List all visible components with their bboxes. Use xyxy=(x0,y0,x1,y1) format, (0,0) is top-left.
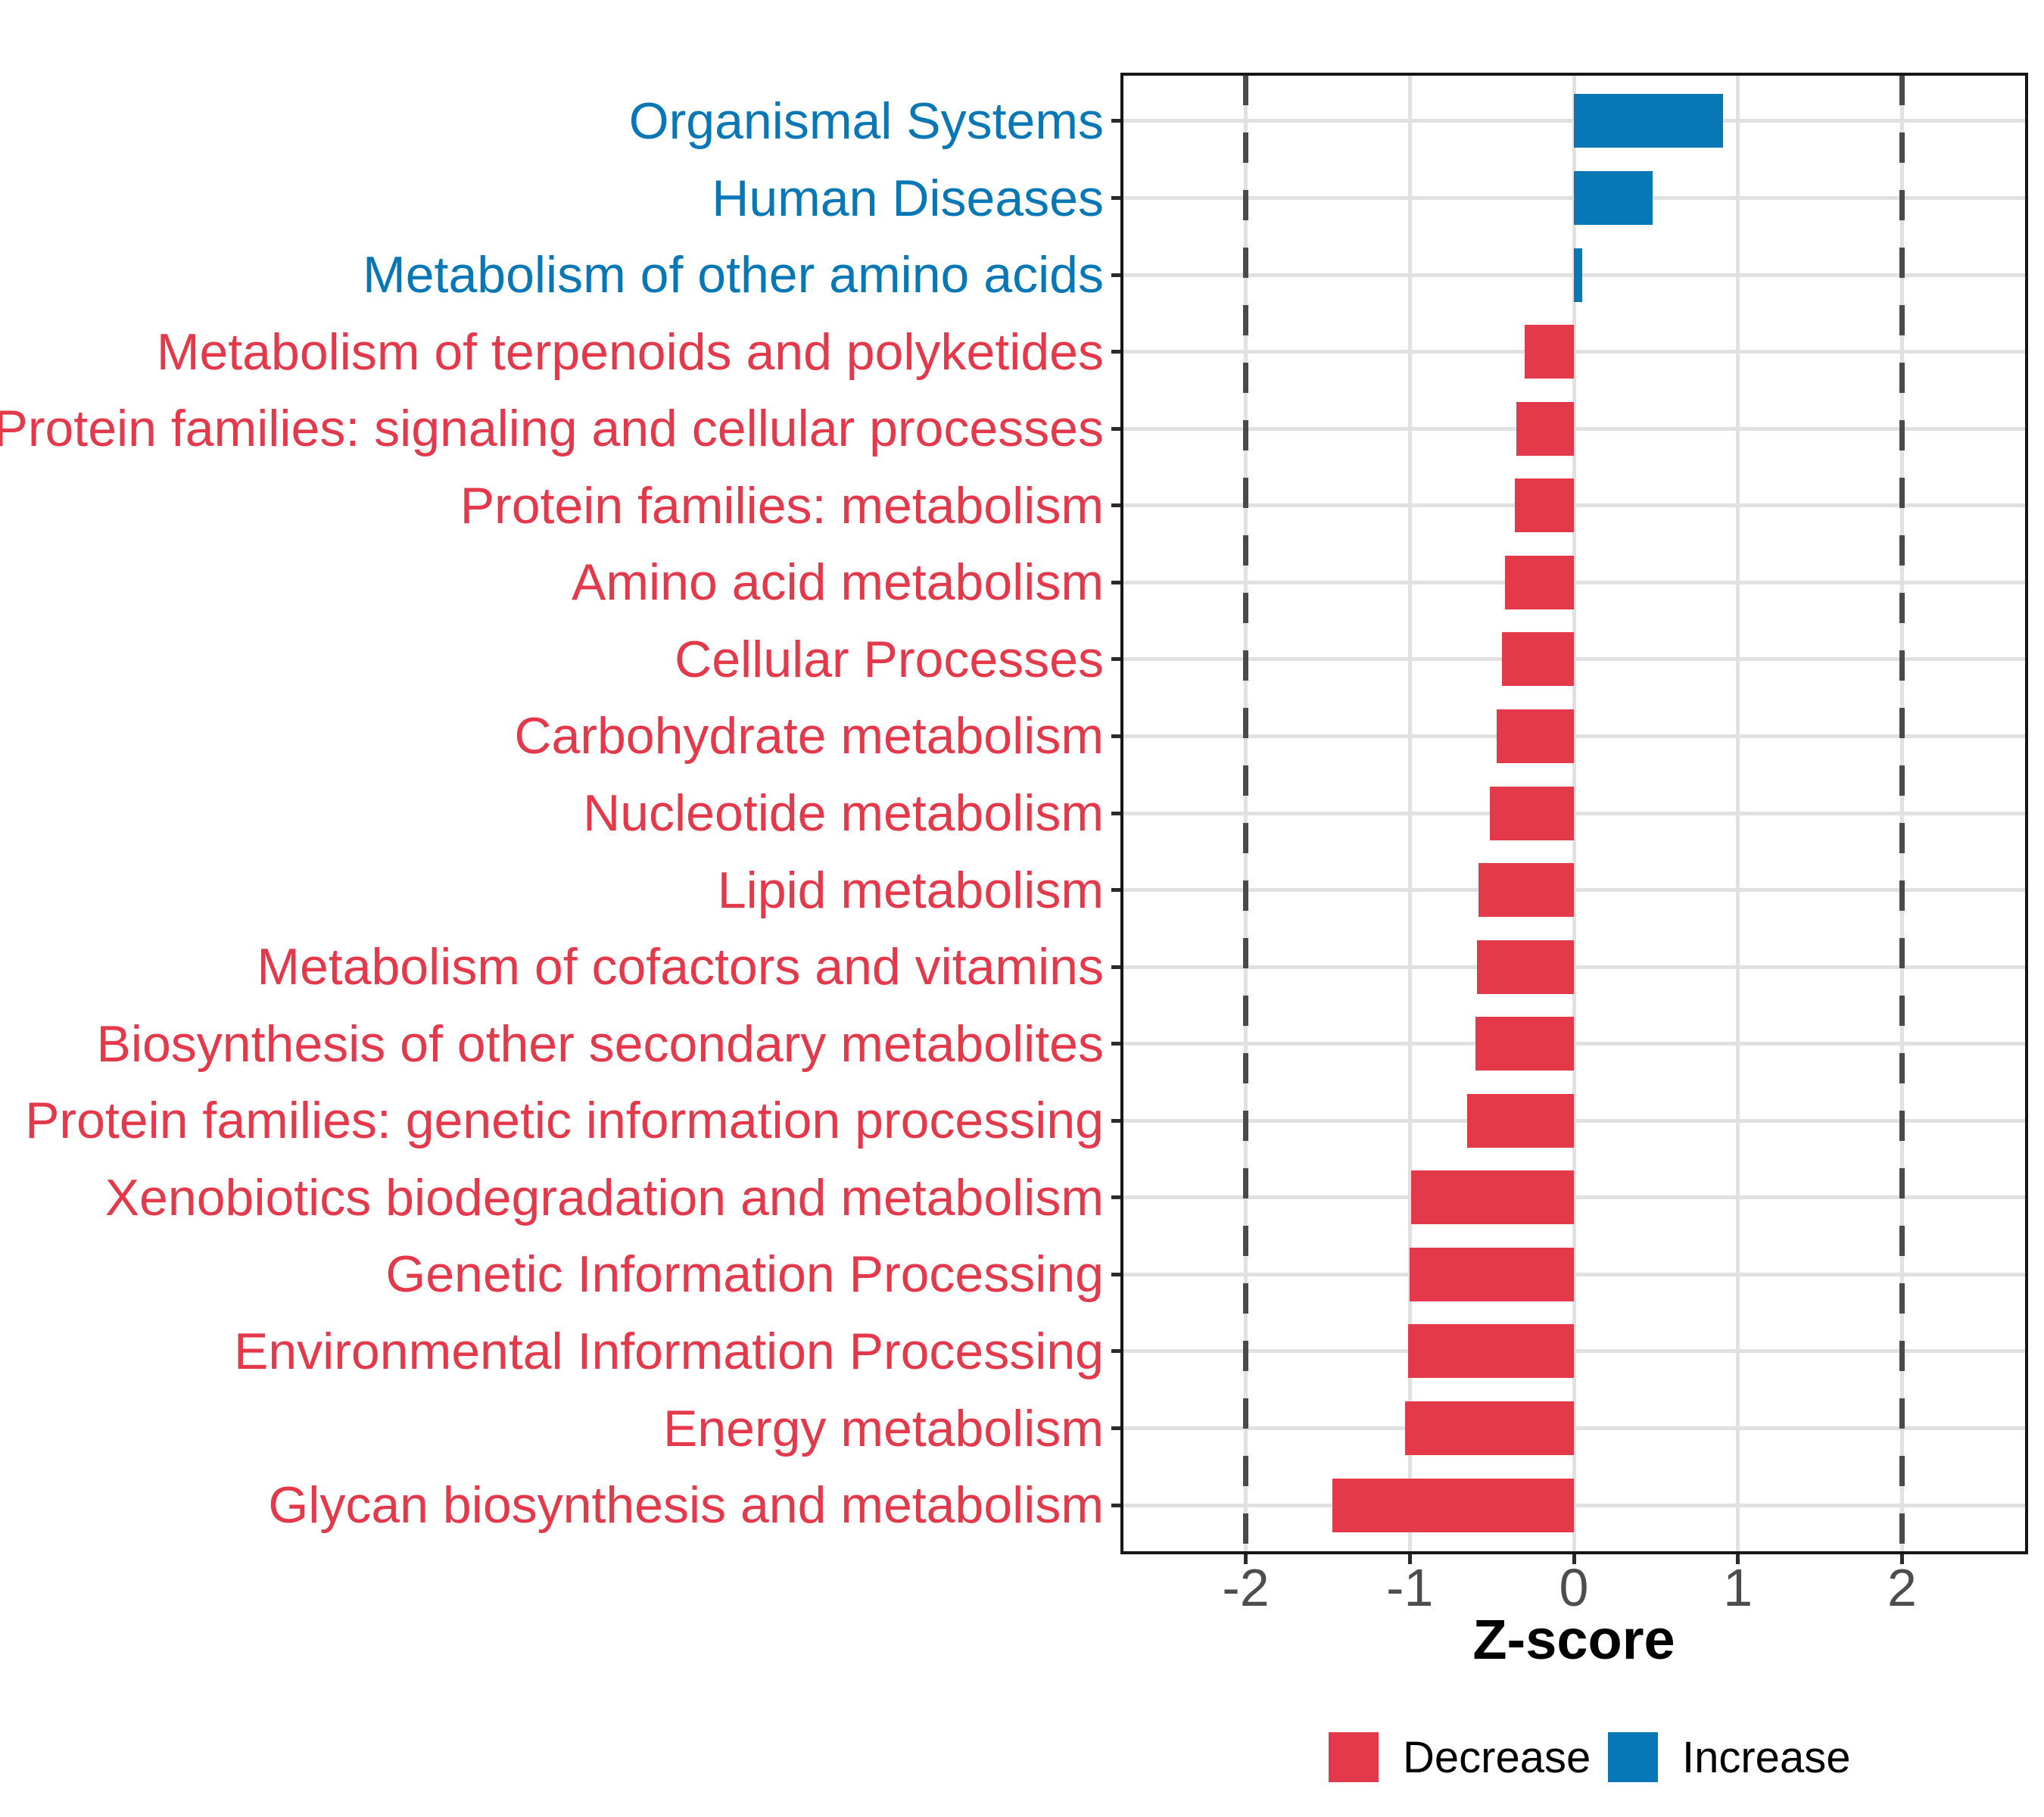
y-axis-tick xyxy=(1111,1503,1123,1507)
y-axis-label: Metabolism of terpenoids and polyketides xyxy=(156,323,1104,381)
y-axis-tick xyxy=(1111,734,1123,738)
reference-line-dashed xyxy=(1243,75,1249,1551)
h-gridline xyxy=(1123,1272,2025,1276)
x-axis-tick xyxy=(1407,1553,1412,1564)
y-axis-tick xyxy=(1111,1349,1123,1354)
y-axis-tick xyxy=(1111,580,1123,584)
bar xyxy=(1574,94,1724,148)
y-axis-label: Protein families: metabolism xyxy=(460,476,1104,535)
legend-label-decrease: Decrease xyxy=(1403,1733,1591,1782)
x-axis-tick-label: 1 xyxy=(1723,1558,1753,1617)
h-gridline xyxy=(1123,1042,2025,1046)
h-gridline xyxy=(1123,657,2025,662)
bar xyxy=(1501,632,1574,687)
y-axis-label: Nucleotide metabolism xyxy=(583,784,1104,842)
bar xyxy=(1467,1093,1574,1148)
h-gridline xyxy=(1123,965,2025,969)
bar xyxy=(1478,863,1574,918)
y-axis-label: Environmental Information Processing xyxy=(234,1322,1104,1380)
y-axis-tick xyxy=(1111,657,1123,662)
bar xyxy=(1332,1478,1574,1532)
bar xyxy=(1475,1017,1574,1071)
h-gridline xyxy=(1123,1118,2025,1123)
x-axis-tick xyxy=(1572,1553,1576,1564)
h-gridline xyxy=(1123,1426,2025,1430)
x-axis-tick xyxy=(1899,1553,1904,1564)
x-axis-tick xyxy=(1244,1553,1248,1564)
y-axis-label: Organismal Systems xyxy=(628,92,1104,150)
legend-swatch-decrease xyxy=(1329,1732,1379,1782)
y-axis-label: Metabolism of cofactors and vitamins xyxy=(257,938,1104,996)
bar xyxy=(1490,786,1574,840)
y-axis-tick xyxy=(1111,1272,1123,1276)
y-axis-label: Protein families: signaling and cellular… xyxy=(0,400,1104,458)
x-axis-tick-label: 0 xyxy=(1559,1558,1589,1617)
legend-label-increase: Increase xyxy=(1682,1733,1851,1782)
y-axis-tick xyxy=(1111,503,1123,508)
x-axis-tick xyxy=(1736,1553,1740,1564)
legend-swatch-increase xyxy=(1608,1732,1658,1782)
h-gridline xyxy=(1123,1195,2025,1200)
y-axis-tick xyxy=(1111,1042,1123,1046)
h-gridline xyxy=(1123,888,2025,893)
y-axis-tick xyxy=(1111,273,1123,277)
y-axis-tick xyxy=(1111,811,1123,815)
reference-line-dashed xyxy=(1899,75,1905,1551)
h-gridline xyxy=(1123,734,2025,738)
h-gridline xyxy=(1123,426,2025,431)
bar xyxy=(1574,171,1653,225)
y-axis-label: Amino acid metabolism xyxy=(572,553,1104,612)
y-axis-label: Biosynthesis of other secondary metaboli… xyxy=(96,1014,1104,1073)
bar xyxy=(1477,940,1574,994)
y-axis-label: Energy metabolism xyxy=(662,1399,1104,1457)
h-gridline xyxy=(1123,580,2025,584)
bar xyxy=(1574,248,1582,302)
y-axis-tick xyxy=(1111,965,1123,969)
bar xyxy=(1524,325,1574,379)
bar xyxy=(1516,401,1574,456)
h-gridline xyxy=(1123,1349,2025,1354)
y-axis-label: Glycan biosynthesis and metabolism xyxy=(268,1476,1104,1535)
y-axis-label: Cellular Processes xyxy=(675,630,1104,688)
x-axis-tick-label: -1 xyxy=(1386,1558,1434,1617)
bar xyxy=(1497,709,1574,763)
h-gridline xyxy=(1123,811,2025,815)
y-axis-tick xyxy=(1111,119,1123,123)
y-axis-tick xyxy=(1111,350,1123,354)
y-axis-label: Protein families: genetic information pr… xyxy=(25,1092,1104,1150)
h-gridline xyxy=(1123,1503,2025,1507)
y-axis-label: Carbohydrate metabolism xyxy=(514,707,1104,765)
bar xyxy=(1514,478,1574,533)
y-axis-tick xyxy=(1111,1118,1123,1123)
x-axis-tick-label: 2 xyxy=(1887,1558,1917,1617)
bar xyxy=(1411,1170,1574,1225)
bar xyxy=(1410,1247,1574,1301)
h-gridline xyxy=(1123,350,2025,354)
y-axis-tick xyxy=(1111,1195,1123,1200)
x-axis-tick-label: -2 xyxy=(1222,1558,1270,1617)
y-axis-tick xyxy=(1111,426,1123,431)
y-axis-label: Human Diseases xyxy=(712,169,1104,227)
y-axis-tick xyxy=(1111,1426,1123,1430)
bar xyxy=(1404,1401,1574,1455)
y-axis-tick xyxy=(1111,196,1123,200)
bar xyxy=(1504,555,1574,609)
bar xyxy=(1408,1324,1574,1379)
h-gridline xyxy=(1123,503,2025,508)
y-axis-label: Genetic Information Processing xyxy=(385,1245,1104,1304)
y-axis-label: Xenobiotics biodegradation and metabolis… xyxy=(104,1168,1104,1226)
y-axis-label: Metabolism of other amino acids xyxy=(363,246,1104,304)
y-axis-label: Lipid metabolism xyxy=(717,861,1104,919)
y-axis-tick xyxy=(1111,888,1123,893)
x-axis-title: Z-score xyxy=(1472,1608,1675,1671)
